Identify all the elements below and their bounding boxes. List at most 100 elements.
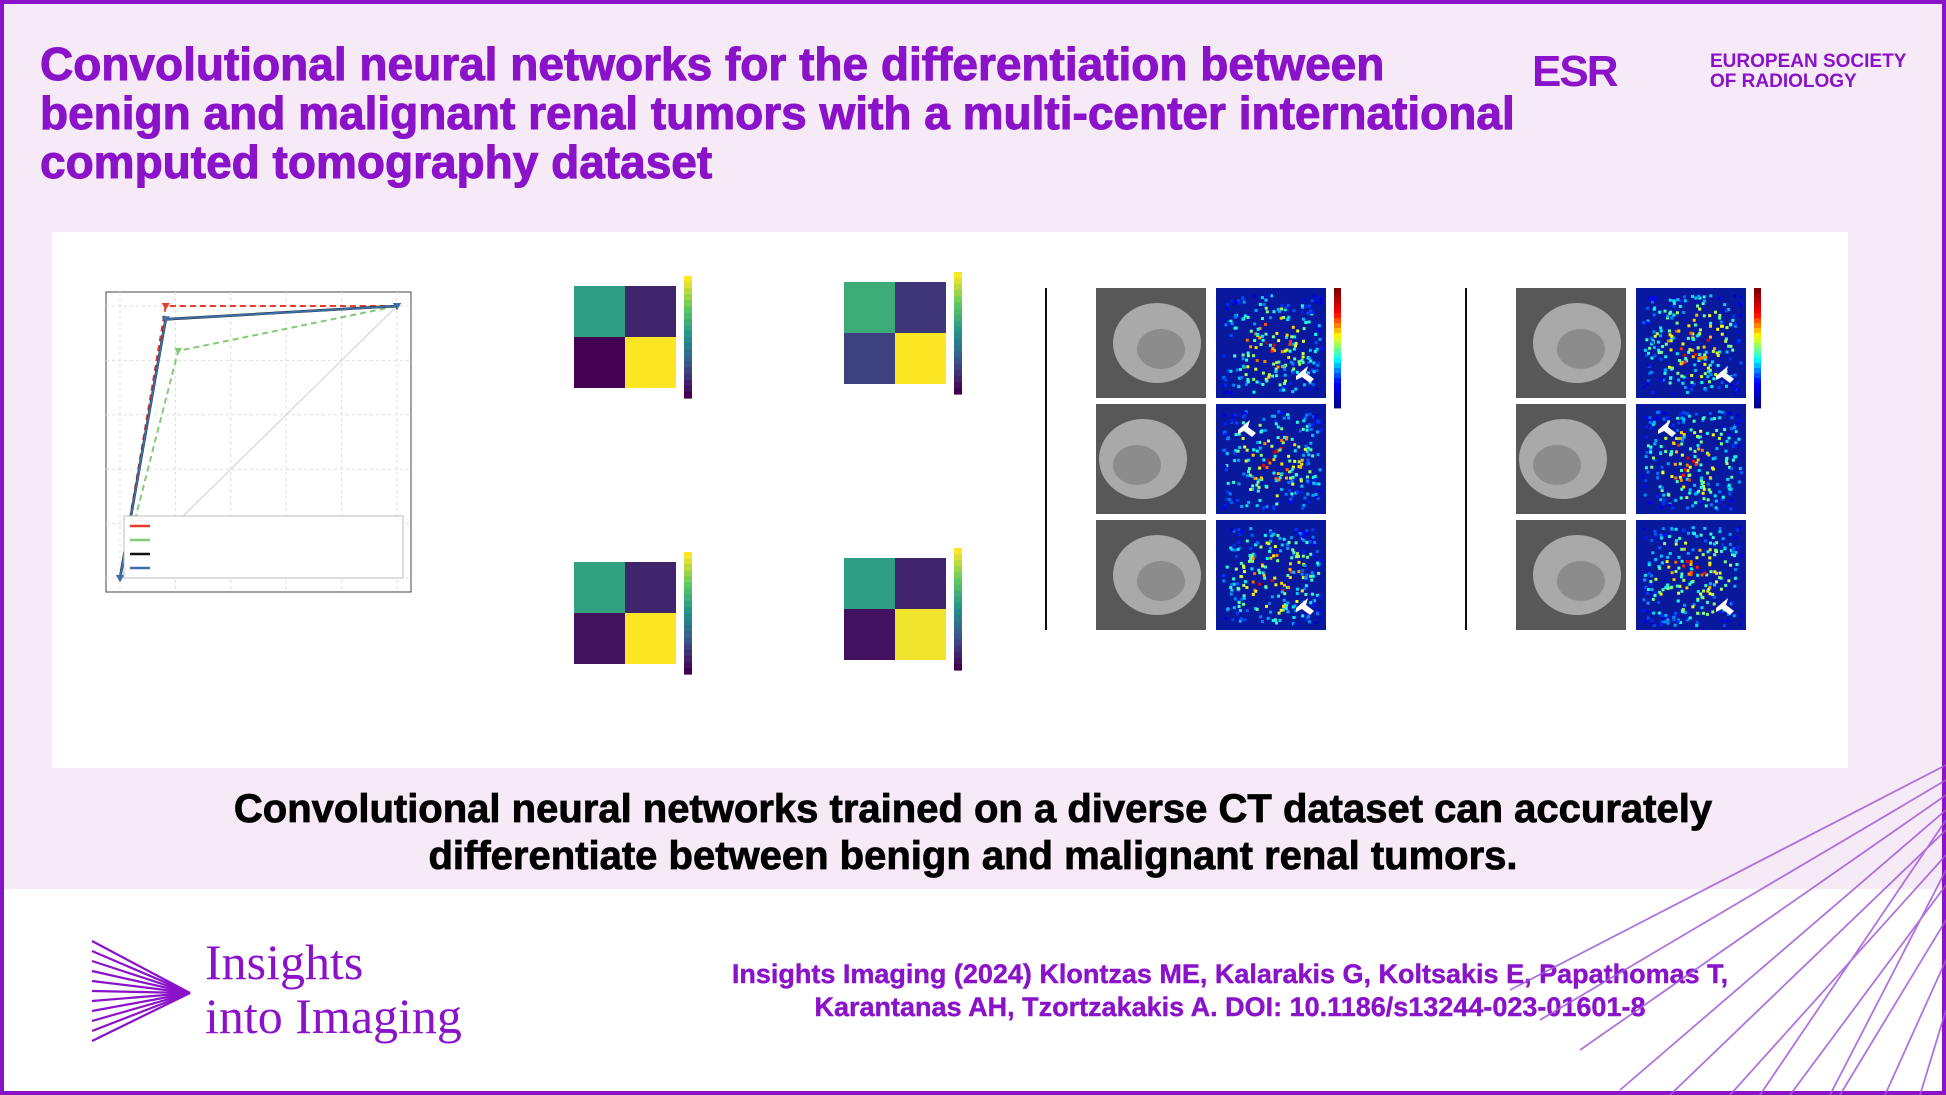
saliency-map-pixel xyxy=(1666,416,1669,420)
saliency-map-pixel xyxy=(1305,617,1309,621)
saliency-map-pixel xyxy=(1246,458,1250,462)
saliency-map-pixel xyxy=(1690,384,1694,388)
saliency-map-pixel xyxy=(1266,458,1270,462)
saliency-map-pixel xyxy=(1270,349,1274,353)
saliency-map-pixel xyxy=(1270,534,1274,538)
saliency-map-pixel xyxy=(1242,415,1246,419)
saliency-map-pixel xyxy=(1315,611,1319,615)
saliency-map-pixel xyxy=(1668,503,1672,507)
saliency-map-pixel xyxy=(1245,338,1249,342)
cm-colorbar-segment xyxy=(684,643,692,651)
saliency-map-pixel xyxy=(1684,385,1687,389)
saliency-map-pixel xyxy=(1285,348,1289,352)
saliency-map-pixel xyxy=(1738,302,1741,306)
saliency-map-pixel xyxy=(1689,570,1693,574)
saliency-map-pixel xyxy=(1697,469,1701,472)
saliency-map-pixel xyxy=(1739,471,1743,475)
saliency-map-pixel xyxy=(1702,299,1706,303)
saliency-map-pixel xyxy=(1686,551,1690,555)
saliency-map-pixel xyxy=(1280,365,1284,368)
saliency-colorbar-segment xyxy=(1754,303,1761,309)
saliency-colorbar-segment xyxy=(1334,288,1341,294)
saliency-colorbar-segment xyxy=(1334,298,1341,304)
saliency-map-pixel xyxy=(1222,448,1226,452)
saliency-map-pixel xyxy=(1284,379,1287,383)
saliency-map-pixel xyxy=(1261,620,1264,623)
saliency-map-pixel xyxy=(1657,348,1661,352)
saliency-map-pixel xyxy=(1233,315,1237,319)
saliency-map-pixel xyxy=(1265,541,1269,545)
saliency-map-pixel xyxy=(1692,459,1696,463)
cm-colorbar-segment xyxy=(954,566,962,573)
saliency-map-pixel xyxy=(1685,496,1689,500)
saliency-map-pixel xyxy=(1253,476,1257,480)
saliency-map-pixel xyxy=(1719,610,1723,614)
saliency-map-pixel xyxy=(1680,559,1684,563)
cm-colorbar-segment xyxy=(684,330,692,338)
saliency-map-pixel xyxy=(1716,327,1720,331)
saliency-map-pixel xyxy=(1724,339,1728,343)
saliency-map-pixel xyxy=(1715,571,1718,575)
saliency-map-pixel xyxy=(1249,329,1253,333)
saliency-map-pixel xyxy=(1738,444,1742,448)
saliency-map-pixel xyxy=(1661,502,1665,505)
saliency-map-pixel xyxy=(1279,608,1283,612)
saliency-map-pixel xyxy=(1670,527,1674,531)
saliency-map-pixel xyxy=(1681,610,1685,614)
saliency-map-pixel xyxy=(1714,310,1717,314)
saliency-map-pixel xyxy=(1313,540,1317,544)
saliency-map-pixel xyxy=(1224,432,1228,436)
saliency-map-pixel xyxy=(1646,616,1650,620)
cm-colorbar-segment xyxy=(954,633,962,641)
saliency-map-pixel xyxy=(1720,324,1723,328)
saliency-map-pixel xyxy=(1232,582,1236,586)
saliency-map-pixel xyxy=(1302,327,1306,331)
saliency-map-pixel xyxy=(1718,527,1722,531)
saliency-map-pixel xyxy=(1652,611,1656,615)
saliency-map-pixel xyxy=(1295,370,1299,374)
saliency-map-pixel xyxy=(1275,361,1279,365)
saliency-map-pixel xyxy=(1666,316,1669,320)
saliency-map-pixel xyxy=(1718,313,1722,317)
saliency-map-pixel xyxy=(1235,368,1239,372)
saliency-map-pixel xyxy=(1694,463,1698,466)
saliency-map-pixel xyxy=(1284,308,1287,312)
saliency-map-pixel xyxy=(1302,538,1306,542)
saliency-map-pixel xyxy=(1266,616,1270,620)
saliency-map-pixel xyxy=(1260,429,1264,433)
saliency-map-pixel xyxy=(1734,324,1737,328)
saliency-map-pixel xyxy=(1297,570,1301,574)
saliency-map-pixel xyxy=(1293,443,1297,447)
saliency-map-pixel xyxy=(1242,566,1246,570)
saliency-map-pixel xyxy=(1725,439,1729,443)
saliency-map-pixel xyxy=(1317,324,1321,328)
saliency-map-pixel xyxy=(1272,362,1276,366)
saliency-map-pixel xyxy=(1316,561,1320,565)
saliency-map-pixel xyxy=(1660,489,1664,492)
saliency-map-pixel xyxy=(1728,532,1732,536)
saliency-map-pixel xyxy=(1680,416,1684,420)
saliency-map-pixel xyxy=(1664,355,1668,359)
saliency-map-pixel xyxy=(1652,623,1656,627)
saliency-map-pixel xyxy=(1676,298,1680,302)
saliency-map-pixel xyxy=(1264,377,1268,381)
saliency-map-pixel xyxy=(1651,300,1654,304)
saliency-arrow-icon xyxy=(1296,366,1314,383)
saliency-map-pixel xyxy=(1660,561,1664,565)
saliency-map-pixel xyxy=(1685,463,1689,467)
saliency-map-pixel xyxy=(1725,457,1729,461)
saliency-map-pixel xyxy=(1672,299,1676,303)
saliency-map-pixel xyxy=(1647,561,1651,565)
saliency-map-pixel xyxy=(1699,479,1703,483)
saliency-map-pixel xyxy=(1696,444,1700,447)
saliency-map-pixel xyxy=(1709,570,1713,574)
saliency-map-pixel xyxy=(1691,531,1695,535)
saliency-map-pixel xyxy=(1710,417,1714,421)
cm-cell xyxy=(574,562,625,613)
saliency-map-pixel xyxy=(1698,307,1702,311)
saliency-map-pixel xyxy=(1226,369,1230,373)
saliency-map-pixel xyxy=(1694,323,1697,327)
saliency-map-pixel xyxy=(1260,296,1264,300)
saliency-map-pixel xyxy=(1254,589,1258,593)
cm-cell xyxy=(895,333,946,384)
